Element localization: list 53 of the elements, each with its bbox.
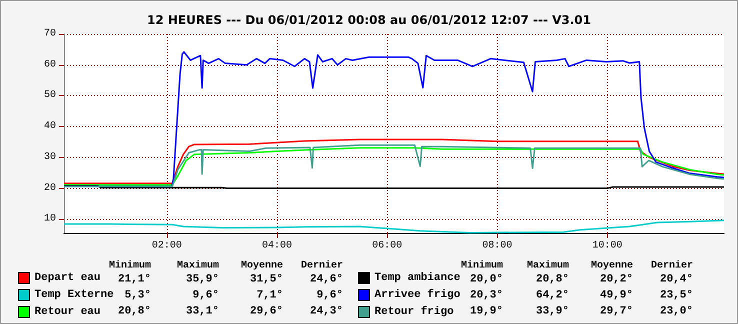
text: 19,9°	[470, 306, 503, 318]
text: Dernier	[300, 260, 343, 272]
chart-title: 12 HEURES --- Du 06/01/2012 00:08 au 06/01/2012 12:07 --- V3.01	[147, 13, 591, 27]
text: 64,2°	[536, 290, 569, 302]
legend-label: Temp Externe	[34, 289, 114, 301]
text: 24,3°	[310, 306, 343, 318]
text: 33,9°	[536, 306, 569, 318]
text: Maximum	[176, 260, 219, 272]
text: 33,1°	[186, 306, 219, 318]
y-tick-label: 60	[44, 59, 56, 70]
text: 20,8°	[118, 306, 151, 318]
text: 29,7°	[600, 306, 633, 318]
text: Maximum	[526, 260, 569, 272]
y-tick-label: 40	[44, 121, 56, 132]
x-tick-label: 06:00	[372, 240, 402, 252]
legend-label: Retour frigo	[374, 305, 454, 318]
text: 35,9°	[186, 274, 219, 286]
text: 20,8°	[536, 274, 569, 286]
line-series	[63, 138, 725, 184]
text: 20,2°	[600, 274, 633, 286]
text: 20,0°	[470, 274, 503, 286]
y-tick-label: 70	[44, 28, 56, 40]
x-tick-label: 04:00	[262, 240, 292, 252]
text: 21,1°	[118, 274, 151, 286]
text: 31,5°	[250, 274, 283, 286]
legend-label: Arrivee frigo	[374, 288, 461, 301]
text: 5,3°	[124, 290, 151, 302]
text: Moyenne	[240, 260, 283, 272]
text: Minimum	[108, 260, 151, 272]
text: 9,6°	[316, 290, 343, 302]
legend-label: Depart eau	[34, 272, 101, 284]
x-tick-label: 02:00	[152, 240, 182, 252]
text: 23,0°	[660, 306, 693, 318]
x-tick-label: 10:00	[592, 240, 622, 252]
text: 7,1°	[256, 290, 283, 302]
legend-label: Temp ambiance	[374, 272, 461, 284]
text: 9,6°	[192, 290, 219, 302]
legend-label: Retour eau	[34, 306, 101, 318]
x-tick-label: 08:00	[482, 240, 512, 252]
y-tick-label: 20	[44, 182, 56, 194]
text: 20,3°	[470, 290, 503, 302]
text: 20,4°	[660, 274, 693, 286]
y-tick-label: 10	[44, 214, 56, 225]
y-tick-label: 50	[44, 90, 56, 102]
text: Dernier	[650, 260, 693, 272]
text: 24,6°	[310, 274, 343, 286]
y-tick-label: 30	[44, 152, 56, 163]
text: 49,9°	[600, 290, 633, 302]
text: 29,6°	[250, 306, 283, 318]
line-series	[63, 220, 725, 234]
text: Moyenne	[590, 260, 633, 272]
text: Minimum	[460, 260, 503, 272]
text: 23,5°	[660, 290, 693, 302]
